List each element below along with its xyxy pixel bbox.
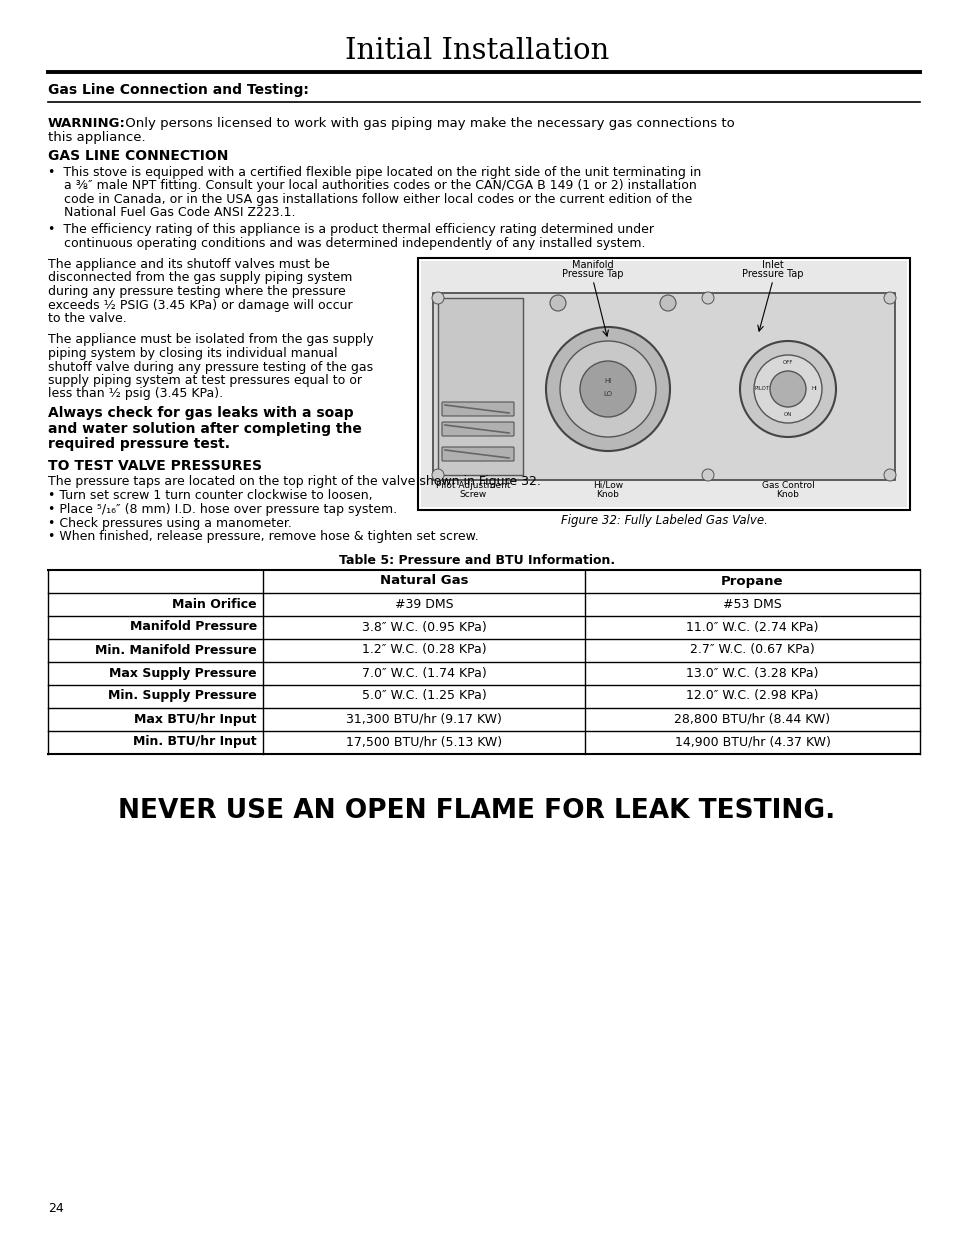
Text: shutoff valve during any pressure testing of the gas: shutoff valve during any pressure testin… — [48, 361, 373, 373]
Text: Pressure Tap: Pressure Tap — [741, 269, 803, 279]
Text: supply piping system at test pressures equal to or: supply piping system at test pressures e… — [48, 374, 361, 387]
Text: Table 5: Pressure and BTU Information.: Table 5: Pressure and BTU Information. — [338, 553, 615, 567]
Text: continuous operating conditions and was determined independently of any installe: continuous operating conditions and was … — [48, 236, 645, 249]
Circle shape — [550, 295, 565, 311]
Circle shape — [701, 469, 713, 480]
Text: • Turn set screw 1 turn counter clockwise to loosen,: • Turn set screw 1 turn counter clockwis… — [48, 489, 373, 503]
Text: code in Canada, or in the USA gas installations follow either local codes or the: code in Canada, or in the USA gas instal… — [48, 193, 692, 206]
Text: less than ½ psig (3.45 KPa).: less than ½ psig (3.45 KPa). — [48, 388, 223, 400]
Bar — [437, 298, 522, 475]
Circle shape — [432, 291, 443, 304]
Text: Gas Line Connection and Testing:: Gas Line Connection and Testing: — [48, 83, 309, 98]
Text: OFF: OFF — [781, 361, 792, 366]
Text: The pressure taps are located on the top right of the valve shown in Figure 32.: The pressure taps are located on the top… — [48, 474, 540, 488]
FancyBboxPatch shape — [441, 403, 514, 416]
Bar — [420, 261, 906, 508]
Text: Max Supply Pressure: Max Supply Pressure — [110, 667, 256, 679]
Text: 11.0″ W.C. (2.74 KPa): 11.0″ W.C. (2.74 KPa) — [685, 620, 818, 634]
Text: 13.0″ W.C. (3.28 KPa): 13.0″ W.C. (3.28 KPa) — [685, 667, 818, 679]
Text: •  The efficiency rating of this appliance is a product thermal efficiency ratin: • The efficiency rating of this applianc… — [48, 224, 654, 236]
Text: during any pressure testing where the pressure: during any pressure testing where the pr… — [48, 285, 345, 298]
Circle shape — [701, 291, 713, 304]
Text: HI: HI — [810, 387, 816, 391]
Circle shape — [659, 295, 676, 311]
Text: Pilot Adjustment: Pilot Adjustment — [436, 480, 510, 490]
Text: and water solution after completing the: and water solution after completing the — [48, 421, 361, 436]
Text: Pressure Tap: Pressure Tap — [561, 269, 623, 279]
FancyBboxPatch shape — [441, 422, 514, 436]
Text: WARNING:: WARNING: — [48, 117, 126, 130]
Text: Screw: Screw — [459, 490, 486, 499]
Text: #53 DMS: #53 DMS — [722, 598, 781, 610]
Circle shape — [545, 327, 669, 451]
Text: Natural Gas: Natural Gas — [379, 574, 468, 588]
Text: this appliance.: this appliance. — [48, 131, 146, 144]
Circle shape — [883, 469, 895, 480]
Text: LO: LO — [603, 391, 612, 396]
Text: #39 DMS: #39 DMS — [395, 598, 453, 610]
Circle shape — [753, 354, 821, 424]
Circle shape — [579, 361, 636, 417]
Text: Always check for gas leaks with a soap: Always check for gas leaks with a soap — [48, 406, 354, 420]
Text: 2.7″ W.C. (0.67 KPa): 2.7″ W.C. (0.67 KPa) — [689, 643, 814, 657]
Text: Min. Supply Pressure: Min. Supply Pressure — [108, 689, 256, 703]
Text: Knob: Knob — [776, 490, 799, 499]
Text: GAS LINE CONNECTION: GAS LINE CONNECTION — [48, 149, 228, 163]
Text: ON: ON — [783, 412, 791, 417]
Text: 14,900 BTU/hr (4.37 KW): 14,900 BTU/hr (4.37 KW) — [674, 736, 829, 748]
Text: Manifold Pressure: Manifold Pressure — [130, 620, 256, 634]
Text: exceeds ½ PSIG (3.45 KPa) or damage will occur: exceeds ½ PSIG (3.45 KPa) or damage will… — [48, 299, 353, 311]
Bar — [433, 293, 894, 480]
Text: National Fuel Gas Code ANSI Z223.1.: National Fuel Gas Code ANSI Z223.1. — [48, 206, 295, 220]
Text: disconnected from the gas supply piping system: disconnected from the gas supply piping … — [48, 272, 352, 284]
Text: Only persons licensed to work with gas piping may make the necessary gas connect: Only persons licensed to work with gas p… — [121, 117, 734, 130]
Circle shape — [432, 469, 443, 480]
FancyBboxPatch shape — [441, 447, 514, 461]
Text: Manifold: Manifold — [572, 261, 613, 270]
Text: 7.0″ W.C. (1.74 KPa): 7.0″ W.C. (1.74 KPa) — [361, 667, 486, 679]
Text: Hi/Low: Hi/Low — [593, 480, 622, 490]
Text: 31,300 BTU/hr (9.17 KW): 31,300 BTU/hr (9.17 KW) — [346, 713, 501, 725]
Text: The appliance must be isolated from the gas supply: The appliance must be isolated from the … — [48, 333, 374, 347]
Text: PILOT: PILOT — [754, 387, 769, 391]
Text: Min. Manifold Pressure: Min. Manifold Pressure — [95, 643, 256, 657]
Text: • When finished, release pressure, remove hose & tighten set screw.: • When finished, release pressure, remov… — [48, 530, 478, 543]
Circle shape — [769, 370, 805, 408]
Text: The appliance and its shutoff valves must be: The appliance and its shutoff valves mus… — [48, 258, 330, 270]
Text: •  This stove is equipped with a certified flexible pipe located on the right si: • This stove is equipped with a certifie… — [48, 165, 700, 179]
Text: a ⅜″ male NPT fitting. Consult your local authorities codes or the CAN/CGA B 149: a ⅜″ male NPT fitting. Consult your loca… — [48, 179, 696, 193]
Text: 24: 24 — [48, 1202, 64, 1215]
Text: Knob: Knob — [596, 490, 618, 499]
Text: Propane: Propane — [720, 574, 783, 588]
Circle shape — [740, 341, 835, 437]
Text: Max BTU/hr Input: Max BTU/hr Input — [134, 713, 256, 725]
Text: 5.0″ W.C. (1.25 KPa): 5.0″ W.C. (1.25 KPa) — [361, 689, 486, 703]
Text: TO TEST VALVE PRESSURES: TO TEST VALVE PRESSURES — [48, 458, 262, 473]
Text: Min. BTU/hr Input: Min. BTU/hr Input — [133, 736, 256, 748]
Text: Initial Installation: Initial Installation — [345, 37, 608, 65]
Text: • Check pressures using a manometer.: • Check pressures using a manometer. — [48, 516, 292, 530]
Text: NEVER USE AN OPEN FLAME FOR LEAK TESTING.: NEVER USE AN OPEN FLAME FOR LEAK TESTING… — [118, 799, 835, 825]
Text: Gas Control: Gas Control — [760, 480, 814, 490]
Text: 1.2″ W.C. (0.28 KPa): 1.2″ W.C. (0.28 KPa) — [361, 643, 486, 657]
Text: Main Orifice: Main Orifice — [172, 598, 256, 610]
Text: HI: HI — [604, 378, 611, 384]
Text: 3.8″ W.C. (0.95 KPa): 3.8″ W.C. (0.95 KPa) — [361, 620, 486, 634]
Text: Figure 32: Fully Labeled Gas Valve.: Figure 32: Fully Labeled Gas Valve. — [560, 514, 766, 527]
Bar — [417, 258, 909, 510]
Text: • Place ⁵/₁₆″ (8 mm) I.D. hose over pressure tap system.: • Place ⁵/₁₆″ (8 mm) I.D. hose over pres… — [48, 503, 396, 516]
Text: 17,500 BTU/hr (5.13 KW): 17,500 BTU/hr (5.13 KW) — [346, 736, 501, 748]
Circle shape — [883, 291, 895, 304]
Text: Inlet: Inlet — [761, 261, 783, 270]
Text: piping system by closing its individual manual: piping system by closing its individual … — [48, 347, 337, 359]
Text: 28,800 BTU/hr (8.44 KW): 28,800 BTU/hr (8.44 KW) — [674, 713, 830, 725]
Text: to the valve.: to the valve. — [48, 312, 127, 325]
Text: required pressure test.: required pressure test. — [48, 437, 230, 451]
Text: 12.0″ W.C. (2.98 KPa): 12.0″ W.C. (2.98 KPa) — [685, 689, 818, 703]
Circle shape — [559, 341, 656, 437]
